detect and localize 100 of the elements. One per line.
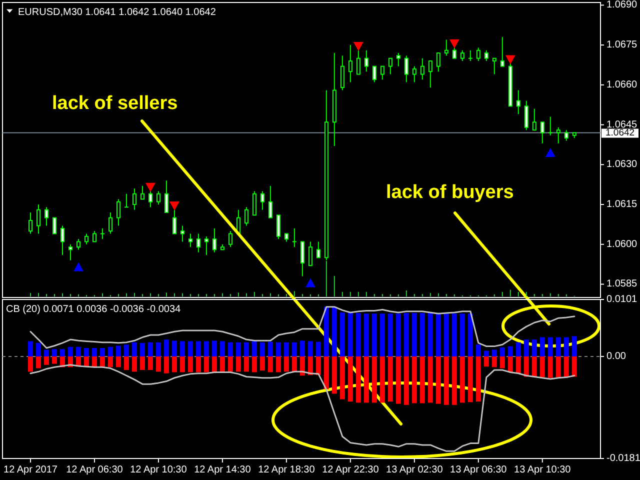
candlestick: [492, 58, 496, 75]
candlestick: [244, 206, 248, 226]
bar: [132, 356, 137, 372]
bar: [420, 313, 425, 356]
bar: [164, 356, 169, 374]
candlestick: [156, 190, 160, 205]
candlestick: [348, 44, 352, 83]
candlestick: [260, 190, 264, 210]
bar: [452, 314, 457, 356]
bar: [212, 340, 217, 356]
candlestick: [44, 206, 48, 226]
bar: [516, 356, 521, 374]
bar: [132, 342, 137, 356]
candlestick: [564, 130, 568, 142]
bar: [540, 337, 545, 356]
candlestick: [84, 233, 88, 245]
bar: [300, 356, 305, 376]
candlestick: [532, 108, 536, 131]
bar: [364, 314, 369, 356]
bar: [548, 356, 553, 378]
candlestick: [452, 47, 456, 59]
y-tick-label: -0.0181: [606, 453, 640, 464]
bar: [252, 341, 257, 356]
bar: [172, 356, 177, 372]
bar: [572, 356, 577, 377]
bar: [380, 356, 385, 403]
bar: [44, 350, 49, 356]
bar: [44, 356, 49, 365]
bar: [420, 356, 425, 404]
bar: [228, 342, 233, 356]
bar: [428, 313, 433, 356]
bar: [348, 312, 353, 356]
candlestick: [356, 50, 360, 75]
bar: [164, 340, 169, 356]
bar: [548, 337, 553, 356]
candlestick: [444, 39, 448, 56]
bar: [556, 337, 561, 356]
bar: [268, 342, 273, 356]
y-tick-label: 1.0615: [606, 198, 638, 210]
bar: [140, 342, 145, 356]
y-tick-label: 1.0675: [606, 40, 638, 51]
bar: [436, 314, 441, 356]
bar: [452, 356, 457, 405]
bar: [428, 356, 433, 403]
x-tick-label: 13 Apr 10:30: [514, 464, 572, 476]
bar: [28, 341, 33, 356]
bar: [156, 356, 161, 372]
candlestick: [524, 100, 528, 131]
bar: [300, 340, 305, 356]
candlestick: [108, 212, 112, 234]
bar: [252, 356, 257, 372]
bar: [332, 356, 337, 394]
bar: [60, 349, 65, 356]
bar: [404, 356, 409, 405]
candlestick: [460, 50, 464, 62]
bar: [524, 340, 529, 356]
bar: [356, 356, 361, 403]
bar: [92, 348, 97, 356]
bar: [220, 356, 225, 372]
candlestick: [252, 190, 256, 216]
y-tick-label: 0.00: [606, 350, 626, 362]
candlestick: [340, 55, 344, 91]
x-tick-label: 12 Apr 18:30: [258, 464, 316, 476]
bar: [196, 356, 201, 372]
annotation: lack of buyers: [386, 182, 514, 203]
candlestick: [196, 233, 200, 253]
candlestick: [556, 126, 560, 144]
bar: [148, 342, 153, 356]
bar: [372, 356, 377, 403]
bar: [556, 356, 561, 378]
bar: [284, 356, 289, 372]
bar: [220, 341, 225, 356]
bar: [460, 314, 465, 356]
candlestick: [364, 50, 368, 72]
bar: [388, 314, 393, 356]
x-tick-label: 13 Apr 02:30: [386, 464, 444, 476]
bar: [236, 342, 241, 356]
candlestick: [540, 122, 544, 144]
point: [353, 42, 364, 52]
bar: [412, 313, 417, 356]
bar: [100, 348, 105, 356]
bar: [372, 314, 377, 356]
candlestick: [164, 180, 168, 213]
bar: [484, 350, 489, 356]
bar: [492, 350, 497, 356]
annotation: lack of sellers: [52, 93, 178, 114]
candlestick: [300, 241, 304, 277]
candlestick: [116, 198, 120, 226]
y-tick-label: 1.0645: [606, 119, 638, 130]
bar: [236, 356, 241, 372]
point: [505, 55, 516, 64]
text: CB (20) 0.0071 0.0036 -0.0036 -0.0034: [6, 304, 182, 315]
bar: [404, 313, 409, 356]
candlestick: [228, 230, 232, 248]
bar: [180, 341, 185, 356]
bar: [292, 356, 297, 372]
bar: [356, 313, 361, 356]
candlestick: [388, 58, 392, 75]
bar: [476, 344, 481, 356]
candlestick: [436, 52, 440, 72]
